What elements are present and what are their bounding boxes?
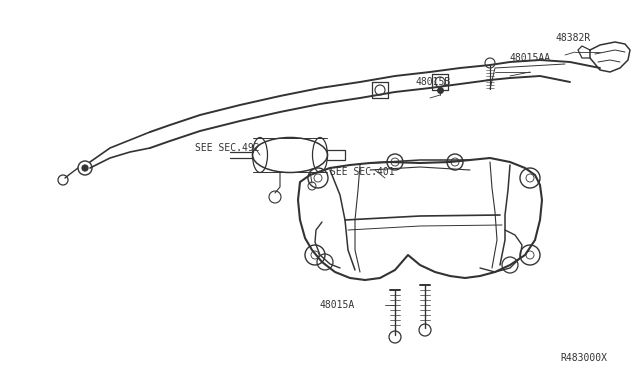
- Circle shape: [82, 165, 88, 171]
- Text: R483000X: R483000X: [560, 353, 607, 363]
- Text: 48382R: 48382R: [555, 33, 590, 43]
- Text: 48015B: 48015B: [415, 77, 451, 87]
- Text: SEE SEC.492: SEE SEC.492: [195, 143, 260, 153]
- Text: 48015AA: 48015AA: [510, 53, 551, 63]
- Text: SEE SEC.401: SEE SEC.401: [330, 167, 395, 177]
- Text: 48015A: 48015A: [320, 300, 355, 310]
